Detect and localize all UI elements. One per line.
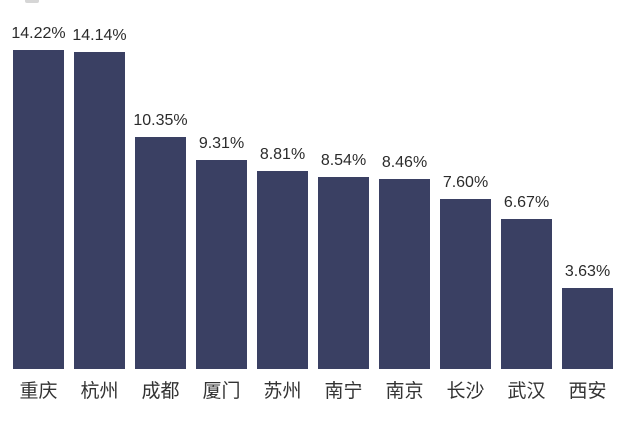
- bar-value-label: 7.60%: [442, 174, 489, 191]
- bar: [440, 199, 491, 369]
- bar: [196, 160, 247, 369]
- bar: [379, 179, 430, 369]
- cropped-element-fragment: [25, 0, 39, 3]
- bar: [74, 52, 125, 369]
- bar-value-label: 14.22%: [11, 25, 66, 42]
- bar-value-label: 8.81%: [259, 146, 306, 163]
- category-label: 南宁: [324, 381, 363, 402]
- bar-column: 7.60% 长沙: [435, 0, 496, 401]
- category-label: 成都: [141, 381, 180, 402]
- bar: [13, 50, 64, 369]
- bar-value-label: 9.31%: [198, 135, 245, 152]
- bar-column: 14.22% 重庆: [8, 0, 69, 402]
- bar: [562, 288, 613, 369]
- category-label: 厦门: [202, 381, 241, 402]
- category-label: 长沙: [446, 381, 485, 402]
- bar-value-label: 14.14%: [72, 27, 127, 44]
- bar-column: 8.81% 苏州: [252, 0, 313, 401]
- bar: [257, 171, 308, 369]
- category-label: 武汉: [507, 381, 546, 402]
- bar-column: 3.63% 西安: [557, 0, 618, 401]
- bar-value-label: 10.35%: [133, 112, 188, 129]
- category-label: 重庆: [19, 381, 58, 402]
- bar-column: 8.54% 南宁: [313, 0, 374, 401]
- bar-chart-plot-area: 14.22% 重庆 14.14% 杭州 10.35% 成都 9.31% 厦门 8.81% 苏州 8.…: [8, 0, 618, 402]
- category-label: 西安: [568, 381, 607, 402]
- category-label: 苏州: [263, 381, 302, 402]
- bar-value-label: 3.63%: [564, 263, 611, 280]
- bar: [318, 177, 369, 369]
- bar-value-label: 6.67%: [503, 194, 550, 211]
- bar-column: 8.46% 南京: [374, 0, 435, 401]
- bar: [501, 219, 552, 369]
- bar-column: 10.35% 成都: [130, 0, 191, 402]
- bar-column: 9.31% 厦门: [191, 0, 252, 401]
- bar-column: 6.67% 武汉: [496, 0, 557, 401]
- bar-column: 14.14% 杭州: [69, 0, 130, 402]
- bar: [135, 137, 186, 369]
- bar-value-label: 8.54%: [320, 152, 367, 169]
- category-label: 杭州: [80, 381, 119, 402]
- category-label: 南京: [385, 381, 424, 402]
- bar-value-label: 8.46%: [381, 154, 428, 171]
